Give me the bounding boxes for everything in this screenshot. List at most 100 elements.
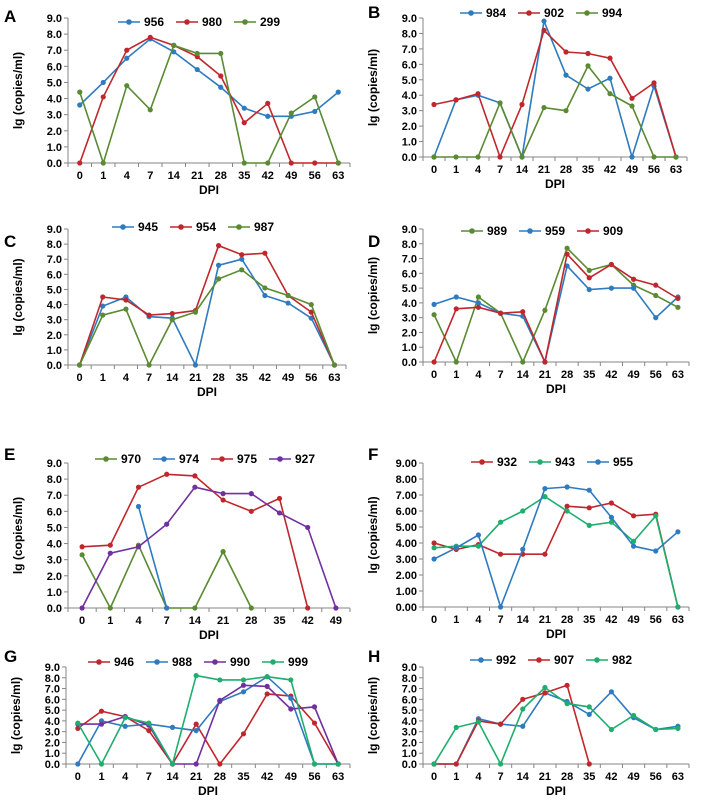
data-point-955	[564, 484, 570, 490]
data-point-982	[586, 704, 592, 710]
x-tick-label: 49	[285, 771, 297, 783]
data-point-959	[431, 301, 437, 307]
data-point-984	[563, 72, 569, 78]
x-tick-label: 56	[650, 771, 662, 783]
data-point-927	[248, 491, 254, 497]
data-point-988	[169, 724, 176, 730]
y-tick-label: 0.00	[396, 602, 417, 614]
data-point-988	[240, 689, 247, 695]
data-point-987	[239, 267, 245, 273]
x-tick-label: 0	[77, 170, 83, 182]
series-line-974	[137, 506, 168, 609]
data-point-907	[586, 761, 592, 767]
y-tick-label: 8.0	[402, 239, 417, 251]
y-tick-label: 3.0	[47, 110, 62, 122]
x-tick-label: 7	[147, 170, 153, 182]
data-point-990	[311, 704, 318, 710]
series-line-299	[79, 44, 340, 166]
x-tick-label: 4	[475, 369, 482, 381]
data-point-987	[123, 306, 129, 312]
panel-e: E0.01.02.03.04.05.06.07.08.09.00 1 4 7 14 21 2…	[4, 445, 351, 642]
data-point-902	[431, 101, 437, 108]
data-point-999	[122, 715, 128, 721]
x-tick-label: 7	[146, 771, 152, 783]
legend-label: 954	[196, 220, 216, 234]
data-point-932	[608, 500, 615, 506]
data-point-984	[541, 18, 547, 24]
data-point-987	[169, 317, 175, 323]
y-tick-label: 2.00	[396, 570, 417, 582]
legend-label: 987	[254, 220, 274, 234]
panel-f: F 0.00 1.00 2.00 3.00 4.00 5.00 6.00 7.00 8.00 9.0…	[366, 445, 690, 641]
legend-swatch-marker	[178, 224, 184, 230]
data-point-902	[607, 55, 613, 61]
data-point-982	[653, 726, 659, 733]
series-line-955	[433, 486, 679, 610]
data-point-982	[675, 725, 681, 732]
x-tick-label: 4	[124, 170, 131, 182]
data-point-975	[135, 484, 142, 490]
data-point-943	[564, 508, 570, 514]
x-tick-label: 42	[261, 771, 273, 783]
y-tick-label: 6.0	[402, 694, 417, 706]
y-tick-label: 7.0	[45, 684, 60, 696]
data-point-932	[542, 551, 548, 557]
data-point-994	[673, 154, 679, 160]
data-point-994	[519, 154, 525, 160]
data-point-932	[586, 505, 592, 511]
data-point-954	[239, 252, 245, 258]
y-tick-label: 1.0	[47, 587, 62, 599]
data-point-980	[288, 160, 294, 166]
y-tick-label: 9.0	[402, 13, 417, 25]
x-tick-label: 0	[77, 372, 83, 384]
legend-label: 974	[179, 452, 199, 466]
y-tick-label: 1.0	[402, 137, 417, 149]
data-point-902	[497, 154, 503, 160]
data-point-943	[608, 519, 615, 525]
y-tick-label: 5.00	[396, 522, 417, 534]
x-tick-label: 63	[670, 164, 682, 176]
data-point-980	[241, 120, 247, 126]
data-point-927	[135, 544, 142, 550]
data-point-988	[75, 761, 81, 767]
x-tick-label: 1	[100, 372, 106, 384]
y-tick-label: 7.0	[402, 44, 417, 56]
y-tick-label: 3.0	[47, 315, 62, 327]
x-axis-title: DPI	[546, 382, 566, 396]
series-line-990	[77, 684, 339, 765]
data-point-975	[79, 544, 85, 550]
series-line-943	[434, 495, 679, 608]
data-point-943	[497, 519, 504, 525]
x-tick-label: 28	[212, 372, 224, 384]
data-point-299	[194, 50, 200, 57]
data-point-299	[147, 107, 153, 113]
data-point-980	[124, 47, 130, 53]
data-point-999	[311, 761, 318, 767]
legend-label: 932	[497, 455, 517, 469]
series-line-932	[433, 502, 679, 608]
panel-letter: C	[4, 232, 16, 251]
data-point-975	[248, 508, 254, 514]
data-point-927	[276, 510, 283, 516]
data-point-907	[564, 682, 570, 688]
x-tick-label: 21	[539, 369, 551, 381]
data-point-954	[215, 243, 222, 249]
y-tick-label: 2.0	[47, 126, 62, 138]
data-point-989	[431, 312, 437, 318]
data-point-955	[453, 545, 459, 551]
x-tick-label: 0	[431, 164, 437, 176]
data-point-992	[586, 711, 592, 718]
data-point-987	[262, 285, 268, 291]
series-line-999	[77, 674, 339, 767]
legend-swatch-marker	[277, 456, 283, 462]
y-tick-label: 9.0	[47, 13, 62, 25]
y-tick-label: 9.0	[45, 662, 60, 674]
data-point-956	[124, 55, 130, 61]
data-point-987	[308, 301, 314, 308]
y-tick-label: 6.0	[47, 269, 62, 281]
y-tick-label: 2.0	[402, 121, 417, 133]
data-point-955	[608, 514, 615, 521]
data-point-902	[563, 49, 569, 55]
data-point-994	[453, 154, 459, 160]
data-point-946	[146, 727, 152, 734]
